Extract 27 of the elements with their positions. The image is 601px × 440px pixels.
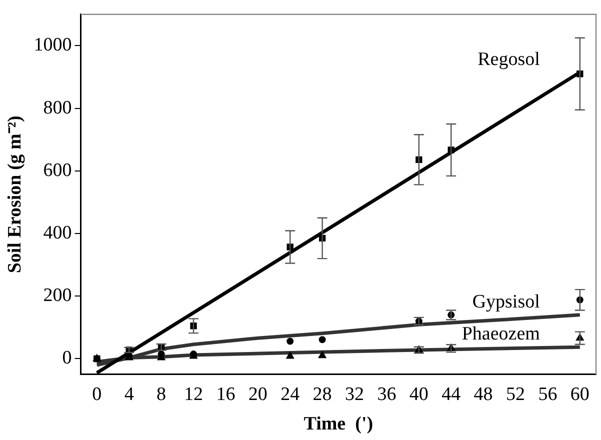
x-tick-label: 0 — [92, 384, 102, 405]
x-tick-label: 20 — [248, 384, 268, 405]
x-tick-label: 48 — [474, 384, 493, 405]
y-tick-label: 200 — [43, 285, 72, 306]
x-tick-label: 24 — [280, 384, 300, 405]
y-tick-label: 1000 — [34, 34, 72, 56]
x-tick-label: 8 — [156, 384, 166, 405]
x-tick-label: 52 — [506, 384, 525, 405]
x-tick-label: 40 — [409, 384, 428, 405]
series-label: Gypsisol — [472, 291, 540, 312]
x-tick-label: 44 — [442, 384, 462, 405]
x-tick-label: 36 — [377, 384, 396, 405]
series-label: Regosol — [478, 48, 540, 70]
series-label: Phaeozem — [462, 324, 540, 345]
x-tick-label: 32 — [345, 384, 364, 405]
y-tick-label: 600 — [43, 160, 72, 181]
x-tick-label: 28 — [312, 384, 332, 405]
x-tick-label: 56 — [538, 384, 558, 405]
y-tick-label: 0 — [62, 348, 72, 369]
x-tick-label: 12 — [184, 384, 203, 405]
y-axis-title: Soil Erosion (g m⁻²) — [4, 116, 26, 274]
x-axis-title: Time (') — [304, 414, 374, 435]
x-tick-label: 4 — [124, 384, 134, 405]
x-tick-label: 60 — [570, 384, 590, 405]
x-tick-label: 16 — [216, 384, 236, 405]
y-tick-label: 800 — [43, 97, 72, 118]
y-tick-label: 400 — [43, 222, 72, 244]
